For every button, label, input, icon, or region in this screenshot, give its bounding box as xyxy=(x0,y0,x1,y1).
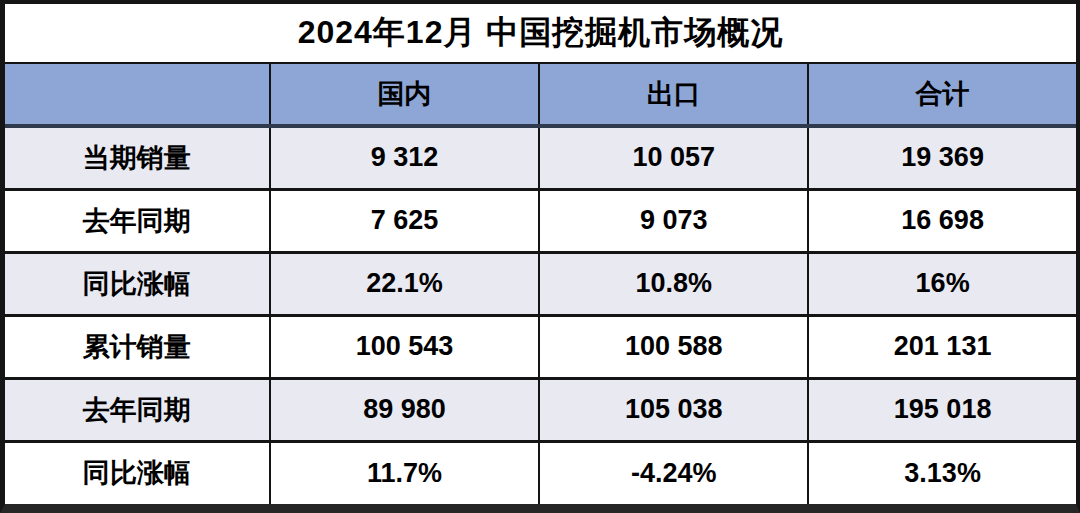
cell-cumulative-total: 201 131 xyxy=(808,315,1076,378)
table-row-current-sales: 当期销量 9 312 10 057 19 369 xyxy=(5,126,1076,189)
column-header-domestic: 国内 xyxy=(270,63,540,126)
row-label-last-year-period: 去年同期 xyxy=(5,189,270,252)
row-label-yoy-change-cumulative: 同比涨幅 xyxy=(5,441,270,504)
table-row-yoy-change: 同比涨幅 22.1% 10.8% 16% xyxy=(5,252,1076,315)
table-row-yoy-change-cumulative: 同比涨幅 11.7% -4.24% 3.13% xyxy=(5,441,1076,504)
cell-lastyear-cum-total: 195 018 xyxy=(808,378,1076,441)
cell-lastyear-domestic: 7 625 xyxy=(270,189,540,252)
market-overview-table: 2024年12月 中国挖掘机市场概况 国内 出口 合计 当期销量 9 312 1… xyxy=(0,0,1080,513)
table-title: 2024年12月 中国挖掘机市场概况 xyxy=(5,4,1076,62)
cell-lastyear-export: 9 073 xyxy=(539,189,808,252)
column-header-export: 出口 xyxy=(539,63,808,126)
cell-yoy-cum-domestic: 11.7% xyxy=(270,441,540,504)
table-row-last-year-cumulative: 去年同期 89 980 105 038 195 018 xyxy=(5,378,1076,441)
cell-yoy-cum-export: -4.24% xyxy=(539,441,808,504)
cell-current-export: 10 057 xyxy=(539,126,808,189)
cell-lastyear-total: 16 698 xyxy=(808,189,1076,252)
cell-cumulative-domestic: 100 543 xyxy=(270,315,540,378)
column-header-blank xyxy=(5,63,270,126)
row-label-cumulative-sales: 累计销量 xyxy=(5,315,270,378)
column-header-total: 合计 xyxy=(808,63,1076,126)
cell-yoy-export: 10.8% xyxy=(539,252,808,315)
cell-cumulative-export: 100 588 xyxy=(539,315,808,378)
cell-lastyear-cum-export: 105 038 xyxy=(539,378,808,441)
row-label-yoy-change: 同比涨幅 xyxy=(5,252,270,315)
cell-yoy-domestic: 22.1% xyxy=(270,252,540,315)
cell-current-total: 19 369 xyxy=(808,126,1076,189)
table-header-row: 国内 出口 合计 xyxy=(5,63,1076,126)
row-label-last-year-cumulative: 去年同期 xyxy=(5,378,270,441)
data-table: 国内 出口 合计 当期销量 9 312 10 057 19 369 去年同期 7… xyxy=(5,62,1076,504)
table-row-cumulative-sales: 累计销量 100 543 100 588 201 131 xyxy=(5,315,1076,378)
cell-yoy-cum-total: 3.13% xyxy=(808,441,1076,504)
cell-lastyear-cum-domestic: 89 980 xyxy=(270,378,540,441)
row-label-current-sales: 当期销量 xyxy=(5,126,270,189)
cell-yoy-total: 16% xyxy=(808,252,1076,315)
table-row-last-year-period: 去年同期 7 625 9 073 16 698 xyxy=(5,189,1076,252)
cell-current-domestic: 9 312 xyxy=(270,126,540,189)
